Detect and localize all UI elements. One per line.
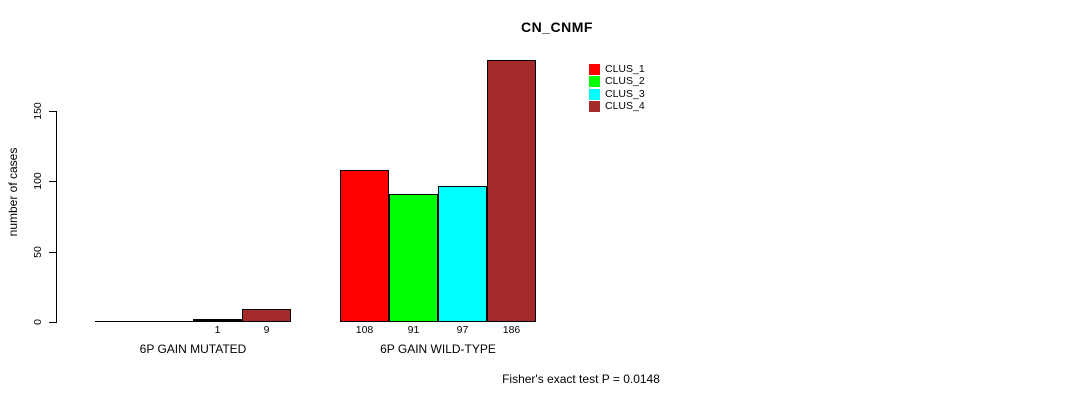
legend-label: CLUS_1 bbox=[605, 62, 645, 75]
stat-annotation: Fisher's exact test P = 0.0148 bbox=[502, 372, 660, 386]
y-axis-tick bbox=[49, 181, 56, 182]
legend-item-clus_4: CLUS_4 bbox=[589, 101, 645, 114]
y-axis-line bbox=[56, 111, 57, 323]
legend-label: CLUS_2 bbox=[605, 75, 645, 88]
legend: CLUS_1 CLUS_2 CLUS_3 CLUS_4 bbox=[589, 63, 645, 113]
bar-clus_2-group2 bbox=[389, 194, 438, 322]
x-group-label: 6P GAIN WILD-TYPE bbox=[380, 342, 496, 356]
bar-clus_4-group2 bbox=[487, 60, 536, 322]
bar-value-label: 91 bbox=[407, 324, 420, 336]
bar-value-label: 186 bbox=[502, 324, 521, 336]
bar-clus_3-group2 bbox=[438, 186, 487, 322]
legend-item-clus_3: CLUS_3 bbox=[589, 88, 645, 101]
y-axis-tick-label: 100 bbox=[32, 172, 44, 190]
y-axis-tick-label: 50 bbox=[32, 246, 44, 258]
bar-value-label: 108 bbox=[355, 324, 374, 336]
bar-clus_3-group1 bbox=[193, 319, 242, 322]
x-group-label: 6P GAIN MUTATED bbox=[139, 342, 247, 356]
bar-value-label: 9 bbox=[263, 324, 270, 336]
bar-clus_4-group1 bbox=[242, 309, 291, 322]
bar-clus_1-group1 bbox=[95, 321, 144, 322]
bar-value-label: 1 bbox=[214, 324, 221, 336]
legend-swatch-icon bbox=[589, 76, 600, 88]
y-axis-tick bbox=[49, 111, 56, 112]
y-axis-tick-label: 150 bbox=[32, 102, 44, 120]
y-axis-tick bbox=[49, 252, 56, 253]
y-axis-tick bbox=[49, 322, 56, 323]
y-axis-tick-label: 0 bbox=[32, 319, 44, 325]
bar-value-label: 97 bbox=[456, 324, 469, 336]
legend-swatch-icon bbox=[589, 63, 600, 75]
y-axis-label: number of cases bbox=[6, 147, 20, 237]
legend-item-clus_2: CLUS_2 bbox=[589, 76, 645, 89]
legend-swatch-icon bbox=[589, 101, 600, 113]
chart-title: CN_CNMF bbox=[521, 19, 593, 35]
legend-label: CLUS_4 bbox=[605, 100, 645, 113]
bar-clus_2-group1 bbox=[144, 321, 193, 322]
legend-label: CLUS_3 bbox=[605, 87, 645, 100]
legend-item-clus_1: CLUS_1 bbox=[589, 63, 645, 76]
legend-swatch-icon bbox=[589, 88, 600, 100]
bar-clus_1-group2 bbox=[340, 170, 389, 322]
